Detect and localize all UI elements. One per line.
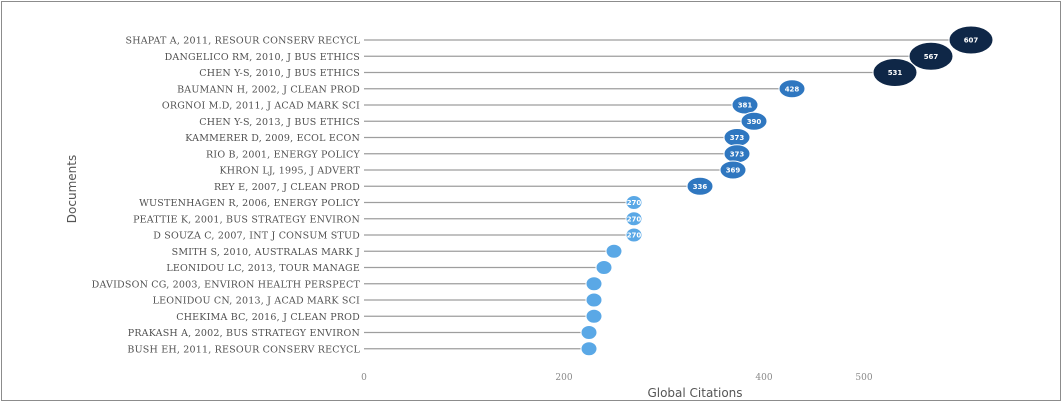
x-tick-label: 200 xyxy=(555,373,572,383)
data-point xyxy=(580,341,598,357)
category-tick-label: BUSH EH, 2011, RESOUR CONSERV RECYCL xyxy=(127,344,360,355)
data-point xyxy=(605,243,623,259)
category-tick-label: KAMMERER D, 2009, ECOL ECON xyxy=(185,133,360,144)
data-value-label: 607 xyxy=(964,37,979,45)
category-tick-label: CHEKIMA BC, 2016, J CLEAN PROD xyxy=(176,312,360,323)
x-tick-label: 0 xyxy=(361,373,367,383)
data-point xyxy=(625,227,643,243)
data-value-label: 428 xyxy=(785,85,800,93)
data-point xyxy=(585,308,603,324)
category-tick-label: D SOUZA C, 2007, INT J CONSUM STUD xyxy=(153,231,360,242)
data-point xyxy=(585,276,603,292)
category-tick-label: DAVIDSON CG, 2003, ENVIRON HEALTH PERSPE… xyxy=(92,279,361,290)
data-value-label: 270 xyxy=(627,199,642,207)
data-point xyxy=(625,211,643,227)
data-point xyxy=(595,260,613,275)
category-tick-label: SHAPAT A, 2011, RESOUR CONSERV RECYCL xyxy=(126,36,361,47)
data-point xyxy=(948,25,994,55)
data-point xyxy=(580,325,598,340)
x-axis-title: Global Citations xyxy=(647,386,742,400)
category-tick-label: SMITH S, 2010, AUSTRALAS MARK J xyxy=(172,247,360,258)
data-point xyxy=(731,95,759,115)
data-value-label: 270 xyxy=(627,232,642,240)
data-point xyxy=(719,160,747,180)
category-tick-label: LEONIDOU CN, 2013, J ACAD MARK SCI xyxy=(153,296,360,307)
category-tick-label: CHEN Y-S, 2013, J BUS ETHICS xyxy=(199,117,360,128)
data-point xyxy=(908,41,954,71)
data-point xyxy=(872,58,918,87)
data-point xyxy=(740,111,768,131)
data-point xyxy=(625,195,643,210)
category-tick-label: ORGNOI M.D, 2011, J ACAD MARK SCI xyxy=(162,101,360,112)
data-value-label: 390 xyxy=(747,118,762,126)
data-value-label: 381 xyxy=(738,102,753,110)
data-value-label: 369 xyxy=(726,167,741,175)
category-tick-label: WUSTENHAGEN R, 2006, ENERGY POLICY xyxy=(139,198,360,209)
data-point xyxy=(585,292,603,308)
data-point xyxy=(686,176,714,196)
data-point xyxy=(778,79,806,99)
category-tick-label: CHEN Y-S, 2010, J BUS ETHICS xyxy=(199,68,360,79)
x-tick-label: 400 xyxy=(755,373,772,383)
data-value-label: 531 xyxy=(888,69,903,77)
category-tick-label: KHRON LJ, 1995, J ADVERT xyxy=(219,166,360,177)
category-tick-label: RIO B, 2001, ENERGY POLICY xyxy=(206,149,361,160)
data-value-label: 567 xyxy=(924,53,939,61)
data-value-label: 270 xyxy=(627,215,642,223)
data-value-label: 373 xyxy=(730,134,745,142)
category-tick-label: BAUMANN H, 2002, J CLEAN PROD xyxy=(177,84,360,95)
category-tick-label: PEATTIE K, 2001, BUS STRATEGY ENVIRON xyxy=(133,214,360,225)
category-tick-label: LEONIDOU LC, 2013, TOUR MANAGE xyxy=(166,263,360,274)
category-tick-label: PRAKASH A, 2002, BUS STRATEGY ENVIRON xyxy=(128,328,360,339)
data-value-label: 373 xyxy=(730,150,745,158)
category-tick-label: REY E, 2007, J CLEAN PROD xyxy=(214,182,360,193)
category-tick-label: DANGELICO RM, 2010, J BUS ETHICS xyxy=(165,52,360,63)
x-tick-label: 500 xyxy=(855,373,872,383)
y-axis-title: Documents xyxy=(65,155,79,223)
data-value-label: 336 xyxy=(693,183,708,191)
